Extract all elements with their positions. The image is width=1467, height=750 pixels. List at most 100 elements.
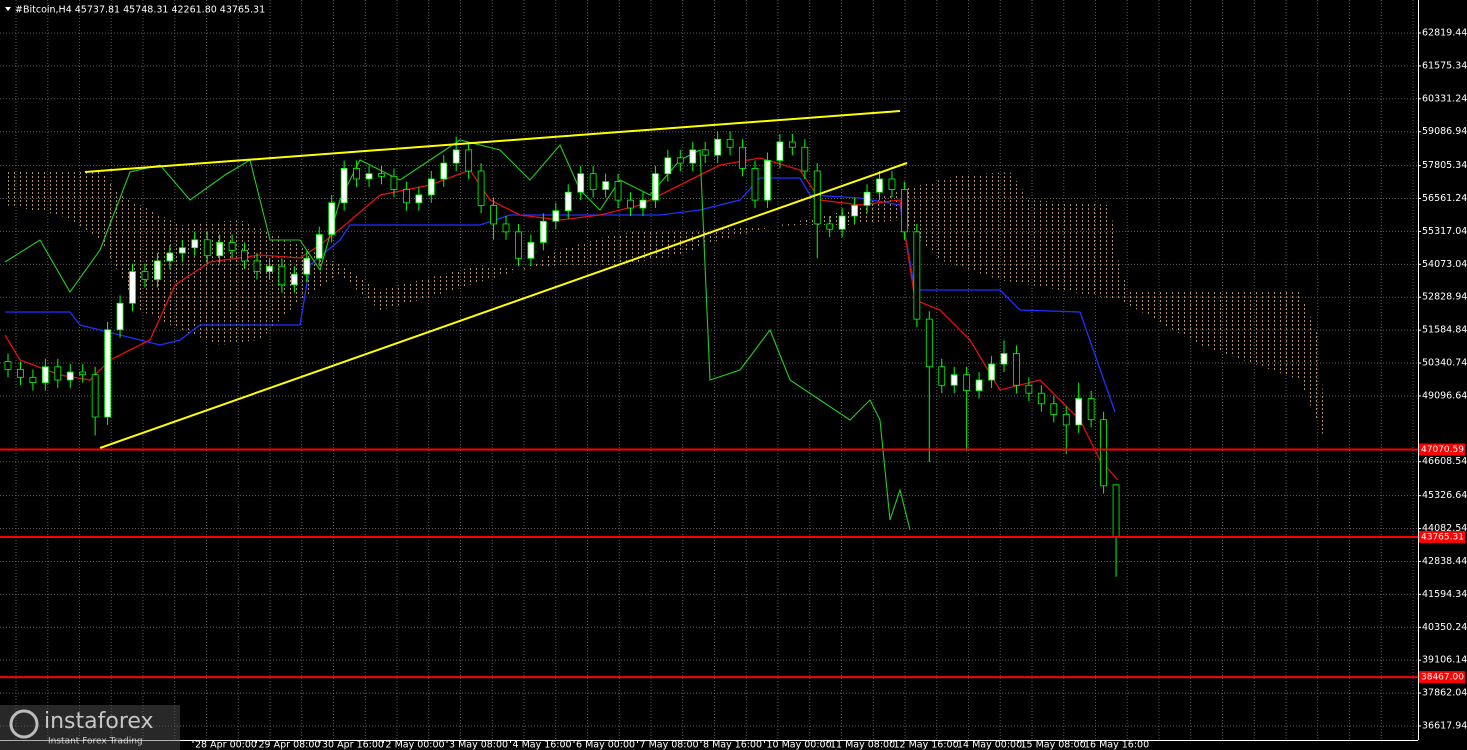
y-tick-label: 60331.24: [1422, 93, 1467, 104]
candle-body: [851, 205, 858, 217]
chikou-line: [4, 139, 911, 531]
x-tick-label: 8 May 16:00: [703, 740, 762, 750]
candle-body: [390, 175, 398, 190]
candle-body: [813, 170, 821, 225]
candle-body: [552, 210, 560, 222]
candle-body: [191, 239, 199, 249]
candle-body: [726, 138, 734, 148]
candle-body: [415, 194, 423, 204]
candle-body: [564, 191, 572, 212]
trendline: [99, 162, 908, 449]
candle-body: [427, 178, 435, 196]
candle-body: [91, 374, 99, 418]
candle-body: [153, 260, 161, 280]
candle-body: [527, 242, 535, 259]
candle-body: [1087, 398, 1095, 421]
watermark-tagline: Instant Forex Trading: [48, 737, 143, 747]
candle-body: [876, 178, 883, 193]
candle-body: [913, 231, 921, 320]
candle-body: [228, 242, 236, 251]
y-tick-label: 55317.04: [1422, 226, 1467, 237]
candle-body: [253, 260, 261, 272]
candle-body: [1037, 392, 1045, 405]
x-tick-label: 4 May 16:00: [513, 740, 572, 750]
candle-body: [1112, 484, 1120, 538]
candle-body: [104, 329, 111, 418]
x-tick-label: 3 May 08:00: [449, 740, 508, 750]
x-tick-label: 7 May 08:00: [640, 740, 699, 750]
candle-body: [477, 170, 485, 206]
trendline: [84, 110, 901, 173]
candle-body: [776, 141, 784, 161]
candle-body: [938, 366, 946, 386]
level-label-bg: [1419, 671, 1465, 684]
candle-body: [988, 363, 995, 381]
candle-body: [490, 205, 497, 225]
candle-body: [1062, 413, 1070, 426]
y-tick-label: 40350.24: [1422, 622, 1467, 633]
candle-body: [241, 249, 248, 262]
x-tick-label: 16 May 16:00: [1084, 740, 1149, 750]
level-label-bg: [1419, 530, 1465, 543]
x-tick-label: 30 Apr 16:00: [322, 740, 384, 750]
level-label: 43765.31: [1421, 532, 1464, 542]
candle-body: [17, 369, 24, 378]
x-tick-label: 11 May 08:00: [830, 740, 895, 750]
candle-body: [278, 265, 286, 286]
y-tick-label: 56561.24: [1422, 193, 1467, 204]
x-tick-label: 28 Apr 00:00: [195, 740, 257, 750]
candle-body: [788, 141, 796, 148]
candle-body: [29, 376, 37, 384]
candle-body: [4, 361, 12, 370]
y-tick-label: 41594.34: [1422, 589, 1467, 600]
candle-body: [365, 173, 373, 180]
candle-body: [963, 374, 971, 391]
candle-body: [652, 173, 659, 201]
header-icon: [5, 7, 11, 11]
y-tick-label: 50340.74: [1422, 358, 1467, 369]
candle-body: [440, 162, 448, 180]
candle-body: [664, 157, 672, 175]
candle-body: [602, 181, 609, 190]
y-tick-label: 46608.54: [1422, 456, 1467, 467]
y-tick-label: 37862.04: [1422, 688, 1467, 699]
candle-body: [502, 223, 510, 233]
candle-body: [714, 138, 722, 156]
tenkan-line: [4, 157, 1119, 481]
candle-body: [315, 234, 323, 259]
candle-body: [266, 265, 273, 272]
y-tick-label: 54073.04: [1422, 259, 1467, 270]
candle-body: [764, 160, 771, 201]
candle-body: [739, 146, 746, 169]
candle-body: [178, 247, 186, 254]
candles: [4, 131, 1120, 577]
candle-body: [216, 242, 224, 257]
ichimoku-cloud: [5, 170, 1325, 440]
candle-body: [465, 149, 473, 172]
candle-body: [676, 157, 684, 164]
y-tick-label: 36617.94: [1422, 720, 1467, 731]
candle-body: [901, 189, 908, 233]
candle-body: [627, 199, 634, 209]
y-tick-label: 45326.64: [1422, 490, 1467, 501]
levels: 47070.59 43765.31 38467.00: [0, 443, 1465, 684]
candle-body: [888, 178, 896, 190]
candle-body: [166, 252, 174, 262]
candle-body: [701, 149, 709, 156]
candle-body: [79, 371, 87, 376]
candle-body: [1013, 353, 1020, 386]
candle-body: [614, 181, 622, 201]
candle-body: [1075, 398, 1083, 426]
y-tick-label: 57805.34: [1422, 160, 1467, 171]
y-tick-label: 52828.94: [1422, 292, 1467, 303]
chart-title: #Bitcoin,H4 45737.81 45748.31 42261.80 4…: [15, 5, 265, 16]
watermark-logo: [9, 709, 39, 739]
x-tick-label: 12 May 16:00: [894, 740, 959, 750]
candle-body: [515, 231, 522, 259]
candle-body: [1050, 403, 1058, 415]
candle-body: [378, 173, 385, 177]
candle-body: [353, 167, 361, 180]
candle-body: [402, 189, 410, 204]
x-tick-label: 14 May 00:00: [957, 740, 1022, 750]
